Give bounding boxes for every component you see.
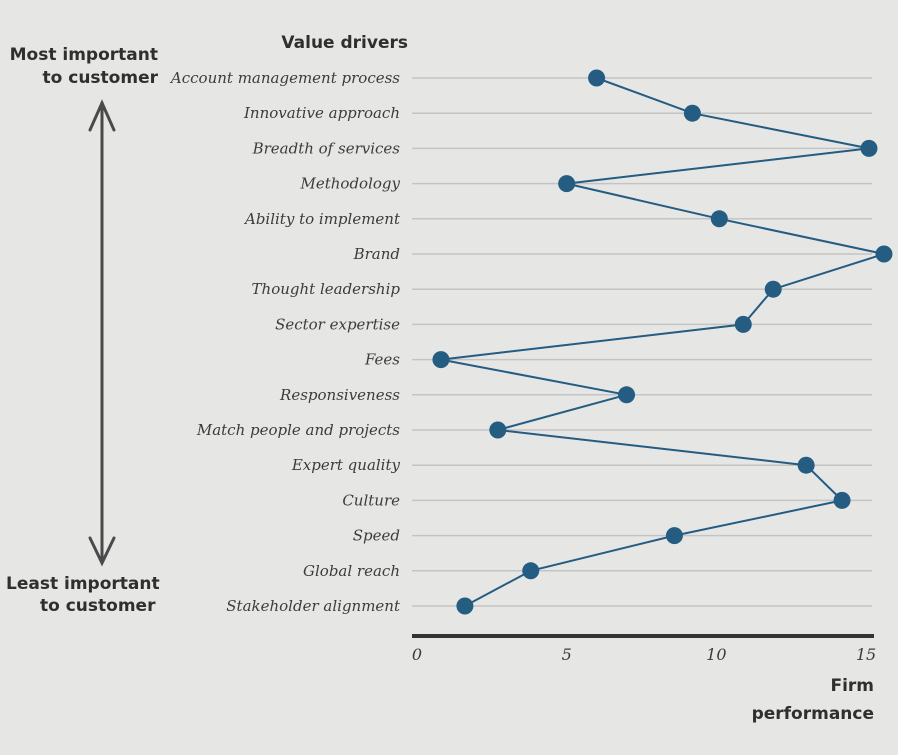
data-point (665, 527, 683, 545)
x-tick-label: 5 (562, 645, 572, 664)
category-label: Expert quality (291, 456, 401, 474)
data-point (833, 491, 851, 509)
series-line (440, 77, 888, 607)
category-label: Ability to implement (243, 210, 401, 228)
chart-title: Value drivers (281, 33, 408, 53)
category-label: Culture (342, 491, 400, 509)
category-label: Innovative approach (243, 104, 400, 122)
x-axis-label-line2: performance (752, 704, 874, 724)
data-point (875, 245, 893, 263)
data-point (683, 104, 701, 122)
importance-arrow (88, 99, 116, 567)
data-point (797, 456, 815, 474)
data-point (558, 175, 576, 193)
data-point (618, 386, 636, 404)
data-point (860, 139, 878, 157)
x-tick-labels: 0 5 10 15 (412, 645, 876, 664)
category-label: Brand (353, 245, 400, 263)
category-label: Account management process (169, 69, 400, 87)
category-label: Speed (353, 527, 400, 545)
category-label: Sector expertise (275, 315, 400, 333)
data-point (588, 69, 606, 87)
data-point (489, 421, 507, 439)
least-important-label-line2: to customer (40, 596, 156, 616)
data-point (734, 315, 752, 333)
x-tick-label: 10 (706, 645, 726, 664)
arrow-up-icon (88, 99, 116, 132)
gridlines (412, 77, 872, 607)
category-label: Global reach (303, 562, 400, 580)
data-point (456, 597, 474, 615)
x-axis-label-line1: Firm (830, 676, 874, 696)
least-important-label-line1: Least important (6, 574, 160, 594)
category-label: Fees (364, 351, 400, 369)
data-point (522, 562, 540, 580)
data-point (432, 351, 450, 369)
category-label: Match people and projects (196, 421, 400, 439)
category-label: Stakeholder alignment (226, 597, 401, 615)
data-point (764, 280, 782, 298)
category-label: Breadth of services (252, 139, 401, 157)
data-point (710, 210, 728, 228)
category-label: Methodology (300, 175, 401, 193)
most-important-label-line2: to customer (43, 68, 159, 88)
x-tick-label: 15 (856, 645, 876, 664)
x-tick-label: 0 (412, 645, 422, 664)
data-points (432, 69, 893, 615)
most-important-label-line1: Most important (10, 45, 158, 65)
arrow-down-icon (88, 536, 116, 567)
category-label: Responsiveness (279, 386, 400, 404)
category-labels: Account management process Innovative app… (169, 69, 401, 615)
category-label: Thought leadership (252, 280, 401, 298)
